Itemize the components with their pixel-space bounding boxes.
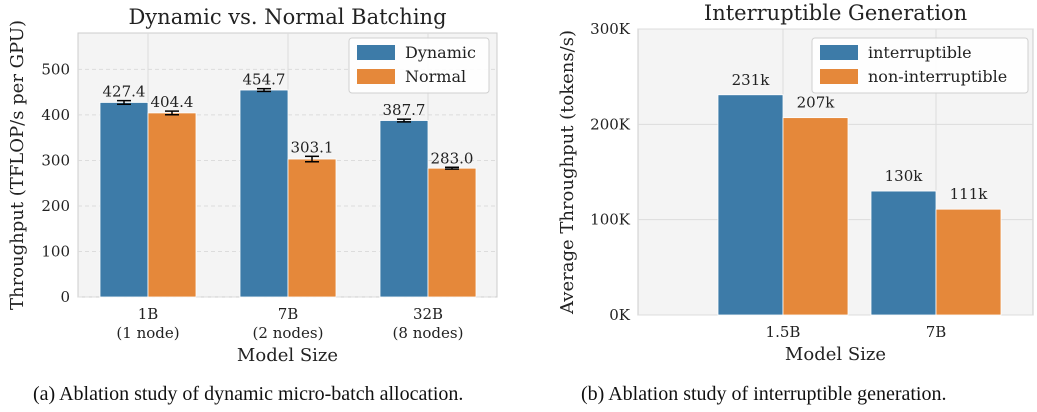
x-tick-label: 1B bbox=[138, 305, 159, 323]
data-label: 454.7 bbox=[243, 71, 286, 89]
x-axis-label: Model Size bbox=[237, 345, 338, 366]
data-label: 283.0 bbox=[431, 149, 474, 167]
figure-svg: 0 100 200 300 400 500 427.4 454.7 387.7 404.4 303.… bbox=[7, 1, 1034, 366]
legend-box bbox=[811, 37, 1029, 94]
y-axis-label: Average Throughput (tokens/s) bbox=[557, 30, 578, 315]
bar-normal bbox=[287, 158, 337, 298]
x-tick-label: 32B bbox=[413, 305, 443, 323]
x-tick-label: 7B bbox=[278, 305, 299, 323]
legend-swatch bbox=[357, 45, 395, 60]
caption-b: (b) Ablation study of interruptible gene… bbox=[581, 383, 947, 405]
x-tick-label: 1.5B bbox=[766, 323, 801, 341]
x-tick-sublabel: (8 nodes) bbox=[393, 324, 464, 342]
y-tick-label: 200K bbox=[590, 115, 631, 133]
data-label: 231k bbox=[732, 71, 771, 89]
legend-label: Normal bbox=[405, 67, 466, 86]
legend: interruptible non-interruptible bbox=[811, 37, 1029, 94]
y-tick-label: 200 bbox=[41, 197, 70, 215]
caption-a: (a) Ablation study of dynamic micro-batc… bbox=[33, 383, 464, 405]
legend-label: Dynamic bbox=[405, 43, 476, 62]
legend-label: non-interruptible bbox=[868, 67, 1007, 86]
legend-label: interruptible bbox=[868, 43, 972, 62]
y-tick-label: 500 bbox=[41, 60, 70, 78]
data-label: 130k bbox=[885, 167, 924, 185]
chart-title: Dynamic vs. Normal Batching bbox=[128, 5, 446, 29]
legend-swatch bbox=[357, 69, 395, 84]
x-tick-sublabel: (1 node) bbox=[116, 324, 179, 342]
data-label: 111k bbox=[950, 185, 989, 203]
legend: Dynamic Normal bbox=[348, 37, 490, 94]
bar-dynamic bbox=[99, 102, 149, 298]
y-tick-label: 400 bbox=[41, 106, 70, 124]
y-axis-label: Throughput (TFLOP/s per GPU) bbox=[7, 20, 28, 310]
bar-normal bbox=[147, 112, 197, 298]
x-tick-sublabel: (2 nodes) bbox=[253, 324, 324, 342]
bar-non-interruptible bbox=[935, 208, 1002, 316]
chart-panel-a: 0 100 200 300 400 500 427.4 454.7 387.7 404.4 303.… bbox=[7, 5, 498, 366]
y-tick-label: 0K bbox=[609, 306, 631, 324]
bar-dynamic bbox=[239, 89, 289, 298]
bar-non-interruptible bbox=[782, 117, 849, 316]
x-axis-label: Model Size bbox=[785, 344, 886, 365]
bar-normal bbox=[427, 167, 477, 298]
y-tick-label: 0 bbox=[60, 288, 70, 306]
data-label: 427.4 bbox=[103, 83, 146, 101]
data-label: 404.4 bbox=[151, 93, 194, 111]
legend-swatch bbox=[820, 69, 858, 84]
data-label: 303.1 bbox=[291, 138, 334, 156]
bar-dynamic bbox=[379, 120, 429, 298]
y-tick-label: 300K bbox=[590, 20, 631, 38]
chart-title: Interruptible Generation bbox=[704, 1, 967, 25]
bar-interruptible bbox=[870, 190, 937, 316]
legend-swatch bbox=[820, 45, 858, 60]
x-tick-label: 7B bbox=[926, 323, 947, 341]
y-tick-label: 100 bbox=[41, 242, 70, 260]
data-label: 207k bbox=[797, 94, 836, 112]
bar-interruptible bbox=[717, 94, 784, 316]
y-tick-label: 300 bbox=[41, 151, 70, 169]
chart-panel-b: 0K 100K 200K 300K 231k 130k 207k 111k 1.5B 7B Mode… bbox=[557, 1, 1034, 365]
y-tick-label: 100K bbox=[590, 211, 631, 229]
data-label: 387.7 bbox=[383, 101, 426, 119]
